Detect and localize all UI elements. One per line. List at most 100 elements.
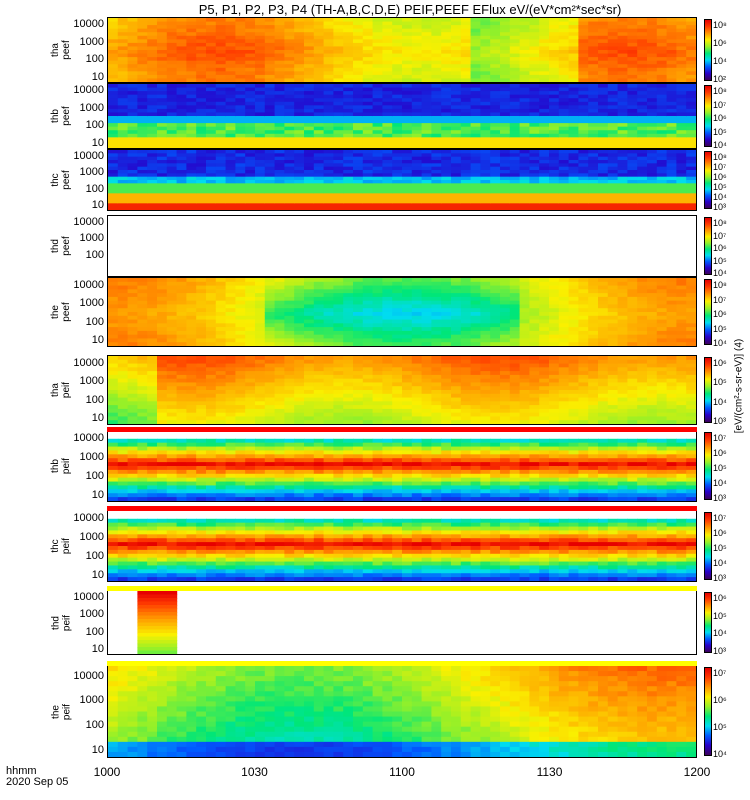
heatmap-cell (460, 144, 472, 148)
heatmap-cell (509, 153, 521, 158)
heatmap-cell (362, 190, 374, 194)
heatmap-cell (166, 393, 178, 399)
heatmap-cell (274, 126, 285, 131)
heatmap-cell (333, 160, 344, 164)
heatmap-cell (558, 296, 570, 302)
heatmap-cell (225, 163, 236, 168)
heatmap-cell (372, 39, 383, 44)
heatmap-cell (480, 315, 491, 321)
heatmap-cell (421, 94, 432, 99)
heatmap-cell (323, 367, 334, 372)
heatmap-cell (264, 203, 276, 208)
heatmap-cell (607, 323, 619, 328)
heatmap-cell (656, 289, 668, 294)
heatmap-cell (166, 359, 178, 365)
heatmap-cell (313, 338, 325, 343)
heatmap-cell (470, 338, 481, 343)
heatmap-cell (411, 163, 423, 168)
heatmap-cell (176, 206, 187, 210)
heatmap-cell (137, 285, 148, 290)
heatmap-cell (176, 312, 187, 317)
heatmap-cell (529, 193, 540, 198)
heatmap-cell (284, 382, 295, 387)
heatmap-cell (264, 420, 276, 424)
spectrogram-image (108, 278, 696, 346)
heatmap-cell (127, 101, 138, 106)
heatmap-cell (196, 315, 207, 321)
heatmap-cell (666, 293, 677, 298)
heatmap-cell (108, 327, 119, 332)
heatmap-cell (558, 140, 570, 146)
heatmap-cell (451, 334, 462, 340)
heatmap-cell (402, 126, 413, 131)
heatmap-cell (402, 405, 413, 410)
heatmap-cell (215, 32, 227, 37)
heatmap-cell (264, 293, 276, 298)
heatmap-cell (304, 42, 315, 48)
heatmap-cell (255, 176, 266, 181)
heatmap-cell (196, 144, 207, 148)
heatmap-cell (353, 363, 364, 368)
heatmap-cell (137, 166, 148, 171)
heatmap-cell (568, 57, 579, 62)
heatmap-cell (196, 330, 207, 336)
heatmap-cell (343, 203, 354, 208)
heatmap-cell (617, 32, 628, 37)
heatmap-cell (196, 390, 207, 395)
heatmap-cell (470, 32, 481, 37)
heatmap-cell (637, 98, 648, 103)
heatmap-cell (157, 289, 168, 294)
heatmap-cell (362, 163, 374, 168)
heatmap-cell (235, 57, 246, 62)
heatmap-cell (441, 60, 452, 65)
heatmap-cell (235, 130, 246, 135)
heatmap-cell (362, 144, 374, 148)
heatmap-cell (607, 200, 619, 204)
heatmap-cell (382, 315, 393, 321)
heatmap-cell (411, 338, 423, 343)
heatmap-cell (294, 137, 305, 142)
heatmap-cell (549, 50, 560, 55)
heatmap-cell (529, 50, 540, 55)
heatmap-cell (323, 133, 334, 138)
heatmap-cell (137, 18, 148, 23)
heatmap-cell (460, 378, 472, 384)
heatmap-cell (470, 64, 481, 69)
heatmap-cell (304, 180, 315, 184)
heatmap-cell (411, 296, 423, 302)
heatmap-cell (362, 397, 374, 402)
heatmap-cell (392, 64, 403, 69)
heatmap-cell (215, 296, 227, 302)
heatmap-cell (157, 359, 168, 365)
heatmap-cell (509, 25, 521, 30)
heatmap-cell (372, 101, 383, 106)
heatmap-cell (676, 176, 687, 181)
heatmap-cell (284, 356, 295, 361)
heatmap-cell (509, 173, 521, 178)
heatmap-cell (627, 160, 638, 164)
heatmap-cell (627, 206, 638, 210)
heatmap-cell (147, 21, 158, 26)
heatmap-cell (157, 193, 168, 198)
heatmap-cell (147, 84, 158, 89)
heatmap-cell (686, 186, 696, 191)
heatmap-cell (176, 32, 187, 37)
heatmap-cell (166, 98, 178, 103)
heatmap-cell (686, 278, 696, 283)
heatmap-cell (549, 133, 560, 138)
heatmap-cell (421, 367, 432, 372)
heatmap-cell (108, 338, 119, 343)
heatmap-cell (166, 330, 178, 336)
heatmap-cell (166, 363, 178, 368)
heatmap-cell (451, 137, 462, 142)
heatmap-cell (666, 190, 677, 194)
heatmap-cell (294, 94, 305, 99)
heatmap-cell (617, 153, 628, 158)
heatmap-cell (333, 176, 344, 181)
heatmap-cell (549, 74, 560, 80)
heatmap-cell (676, 137, 687, 142)
heatmap-cell (235, 67, 246, 72)
heatmap-cell (274, 296, 285, 302)
heatmap-cell (490, 200, 501, 204)
heatmap-cell (147, 312, 158, 317)
